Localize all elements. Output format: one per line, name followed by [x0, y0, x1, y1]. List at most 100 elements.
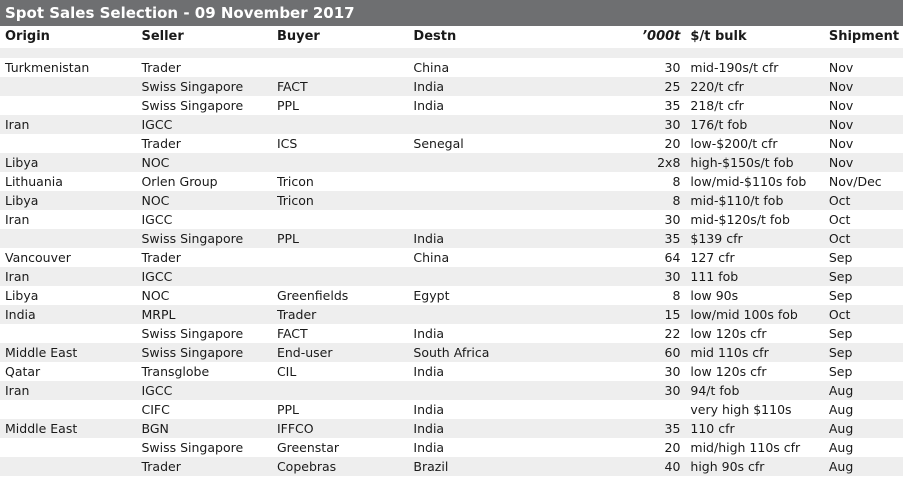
cell-price: 176/t fob [690, 117, 748, 132]
cell-destn [413, 210, 557, 229]
table-row: Trader Copebras Brazil 40 high 90s cfr Aug [0, 457, 903, 476]
cell-origin: Libya [5, 193, 39, 208]
cell-shipment: Sep [828, 364, 853, 379]
cell-origin: Middle East [5, 345, 78, 360]
cell-qty: 30 [664, 117, 681, 132]
cell-seller: Trader [141, 250, 181, 265]
cell-seller: MRPL [141, 307, 176, 322]
cell-qty: 30 [664, 60, 681, 75]
cell-shipment: Aug [828, 421, 854, 436]
cell-price: 111 fob [690, 269, 739, 284]
cell-shipment: Oct [828, 212, 851, 227]
table-row: Swiss Singapore Greenstar India 20 mid/high … [0, 438, 903, 457]
cell-origin: Turkmenistan [5, 60, 90, 75]
cell-buyer: PPL [276, 98, 299, 113]
header-divider [0, 48, 903, 58]
cell-shipment: Sep [828, 326, 853, 341]
cell-seller: IGCC [141, 269, 173, 284]
cell-price: 94/t fob [690, 383, 740, 398]
cell-seller: Orlen Group [141, 174, 218, 189]
cell-buyer [277, 153, 413, 172]
cell-destn: India [413, 98, 445, 113]
table-row: Iran IGCC 30 94/t fob Aug [0, 381, 903, 400]
cell-destn: China [413, 250, 450, 265]
cell-qty: 2x8 [657, 155, 681, 170]
cell-seller: Swiss Singapore [141, 326, 244, 341]
cell-buyer [277, 381, 413, 400]
cell-buyer: CIL [276, 364, 297, 379]
cell-shipment: Nov [828, 79, 854, 94]
cell-price: low/mid 100s fob [690, 307, 798, 322]
cell-destn: India [413, 440, 445, 455]
cell-origin: Libya [5, 288, 39, 303]
cell-destn [413, 153, 557, 172]
cell-origin: Iran [5, 269, 30, 284]
cell-price: high 90s cfr [690, 459, 765, 474]
header-buyer: Buyer [276, 29, 320, 44]
cell-destn [413, 115, 557, 134]
cell-shipment: Nov/Dec [828, 174, 882, 189]
cell-price: mid/high 110s cfr [690, 440, 801, 455]
table-row: Libya NOC Tricon 8 mid-$110/t fob Oct [0, 191, 903, 210]
cell-qty: 15 [664, 307, 681, 322]
cell-shipment: Sep [828, 345, 853, 360]
cell-destn: India [413, 326, 445, 341]
cell-destn: India [413, 421, 445, 436]
cell-shipment: Sep [828, 250, 853, 265]
table-row: Trader ICS Senegal 20 low-$200/t cfr Nov [0, 134, 903, 153]
header-qty: ’000t [642, 29, 681, 44]
cell-qty: 60 [664, 345, 681, 360]
cell-shipment: Nov [828, 117, 854, 132]
cell-qty: 8 [672, 174, 681, 189]
cell-origin: Libya [5, 155, 39, 170]
cell-destn: South Africa [413, 345, 490, 360]
table-row: Swiss Singapore FACT India 25 220/t cfr Nov [0, 77, 903, 96]
table-row: Middle East Swiss Singapore End-user South … [0, 343, 903, 362]
cell-qty: 8 [672, 193, 681, 208]
cell-buyer: Tricon [276, 193, 314, 208]
cell-qty: 25 [664, 79, 681, 94]
table-row: Swiss Singapore PPL India 35 $139 cfr Oct [0, 229, 903, 248]
cell-qty: 35 [664, 98, 681, 113]
cell-buyer: IFFCO [276, 421, 314, 436]
table-row: Swiss Singapore FACT India 22 low 120s cfr Se… [0, 324, 903, 343]
cell-seller: Swiss Singapore [141, 345, 244, 360]
cell-buyer: Greenstar [276, 440, 340, 455]
table-row: Qatar Transglobe CIL India 30 low 120s cfr Sep [0, 362, 903, 381]
table-row: Lithuania Orlen Group Tricon 8 low/mid-$110s… [0, 172, 903, 191]
cell-buyer [277, 58, 413, 77]
cell-price: 110 cfr [690, 421, 735, 436]
cell-buyer: Trader [276, 307, 317, 322]
cell-origin [0, 134, 141, 153]
column-header-row: Origin Seller Buyer Destn ’000t $/t bulk… [0, 26, 903, 48]
cell-price: low 120s cfr [690, 364, 767, 379]
cell-price: mid 110s cfr [690, 345, 769, 360]
table-row: Libya NOC 2x8 high-$150s/t fob Nov [0, 153, 903, 172]
cell-origin [0, 324, 141, 343]
cell-buyer: Tricon [276, 174, 314, 189]
cell-buyer: PPL [276, 402, 299, 417]
table-row: Iran IGCC 30 176/t fob Nov [0, 115, 903, 134]
cell-origin [0, 438, 141, 457]
cell-buyer: End-user [276, 345, 333, 360]
cell-qty: 35 [664, 421, 681, 436]
cell-destn [413, 267, 557, 286]
cell-qty: 40 [664, 459, 681, 474]
table-row: Vancouver Trader China 64 127 cfr Sep [0, 248, 903, 267]
cell-destn [413, 305, 557, 324]
cell-shipment: Oct [828, 307, 851, 322]
cell-origin: Vancouver [5, 250, 71, 265]
cell-qty: 64 [664, 250, 681, 265]
cell-buyer: PPL [276, 231, 299, 246]
cell-qty: 20 [664, 440, 681, 455]
cell-destn: Brazil [413, 459, 449, 474]
cell-price: $139 cfr [690, 231, 743, 246]
cell-origin: Iran [5, 212, 30, 227]
cell-seller: NOC [141, 193, 170, 208]
cell-seller: IGCC [141, 383, 173, 398]
cell-destn: Egypt [413, 288, 450, 303]
cell-buyer [277, 248, 413, 267]
cell-price: low/mid-$110s fob [690, 174, 807, 189]
cell-destn: India [413, 79, 445, 94]
cell-price: 220/t cfr [690, 79, 744, 94]
